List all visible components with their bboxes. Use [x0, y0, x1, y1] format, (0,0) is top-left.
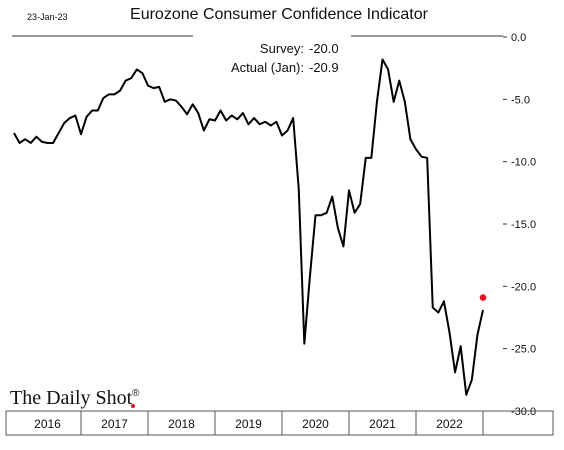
y-tick-label: -20.0 — [511, 281, 536, 293]
x-axis: 2016 2017 2018 2019 2020 2021 2022 — [5, 410, 554, 436]
chart-title: Eurozone Consumer Confidence Indicator — [130, 6, 429, 23]
x-tick-label: 2016 — [34, 417, 61, 431]
x-tick-label: 2017 — [101, 417, 128, 431]
brand-logo-text: The Daily Shot — [10, 387, 133, 409]
y-tick-label: -5.0 — [511, 94, 530, 106]
x-tick-label: 2022 — [436, 417, 463, 431]
y-tick-label: -10.0 — [511, 157, 536, 169]
y-tick-label: -15.0 — [511, 219, 536, 231]
annotation-actual-value: -20.9 — [309, 60, 339, 75]
brand-logo-mark: ® — [132, 388, 140, 399]
series-line-consumer-confidence — [13, 58, 484, 396]
last-value-marker — [479, 294, 487, 301]
y-tick-label: -25.0 — [511, 344, 536, 356]
brand-logo: The Daily Shot ® — [10, 387, 140, 409]
annotation-actual-label: Actual (Jan): — [231, 60, 304, 75]
date-label: 23-Jan-23 — [27, 12, 68, 22]
x-tick-label: 2019 — [235, 417, 262, 431]
brand-logo-dot — [131, 404, 135, 408]
annotation-block: Survey: -20.0 Actual (Jan): -20.9 — [231, 41, 339, 75]
y-axis: 0.0 -5.0 -10.0 -15.0 -20.0 -25.0 -30.0 — [503, 32, 536, 418]
x-axis-frame — [5, 410, 554, 436]
y-tick-label: 0.0 — [511, 32, 526, 44]
x-tick-label: 2018 — [168, 417, 195, 431]
x-tick-label: 2021 — [369, 417, 396, 431]
y-tick-label: -30.0 — [511, 406, 536, 418]
annotation-survey-label: Survey: — [260, 41, 304, 56]
x-tick-label: 2020 — [302, 417, 329, 431]
annotation-survey-value: -20.0 — [309, 41, 339, 56]
